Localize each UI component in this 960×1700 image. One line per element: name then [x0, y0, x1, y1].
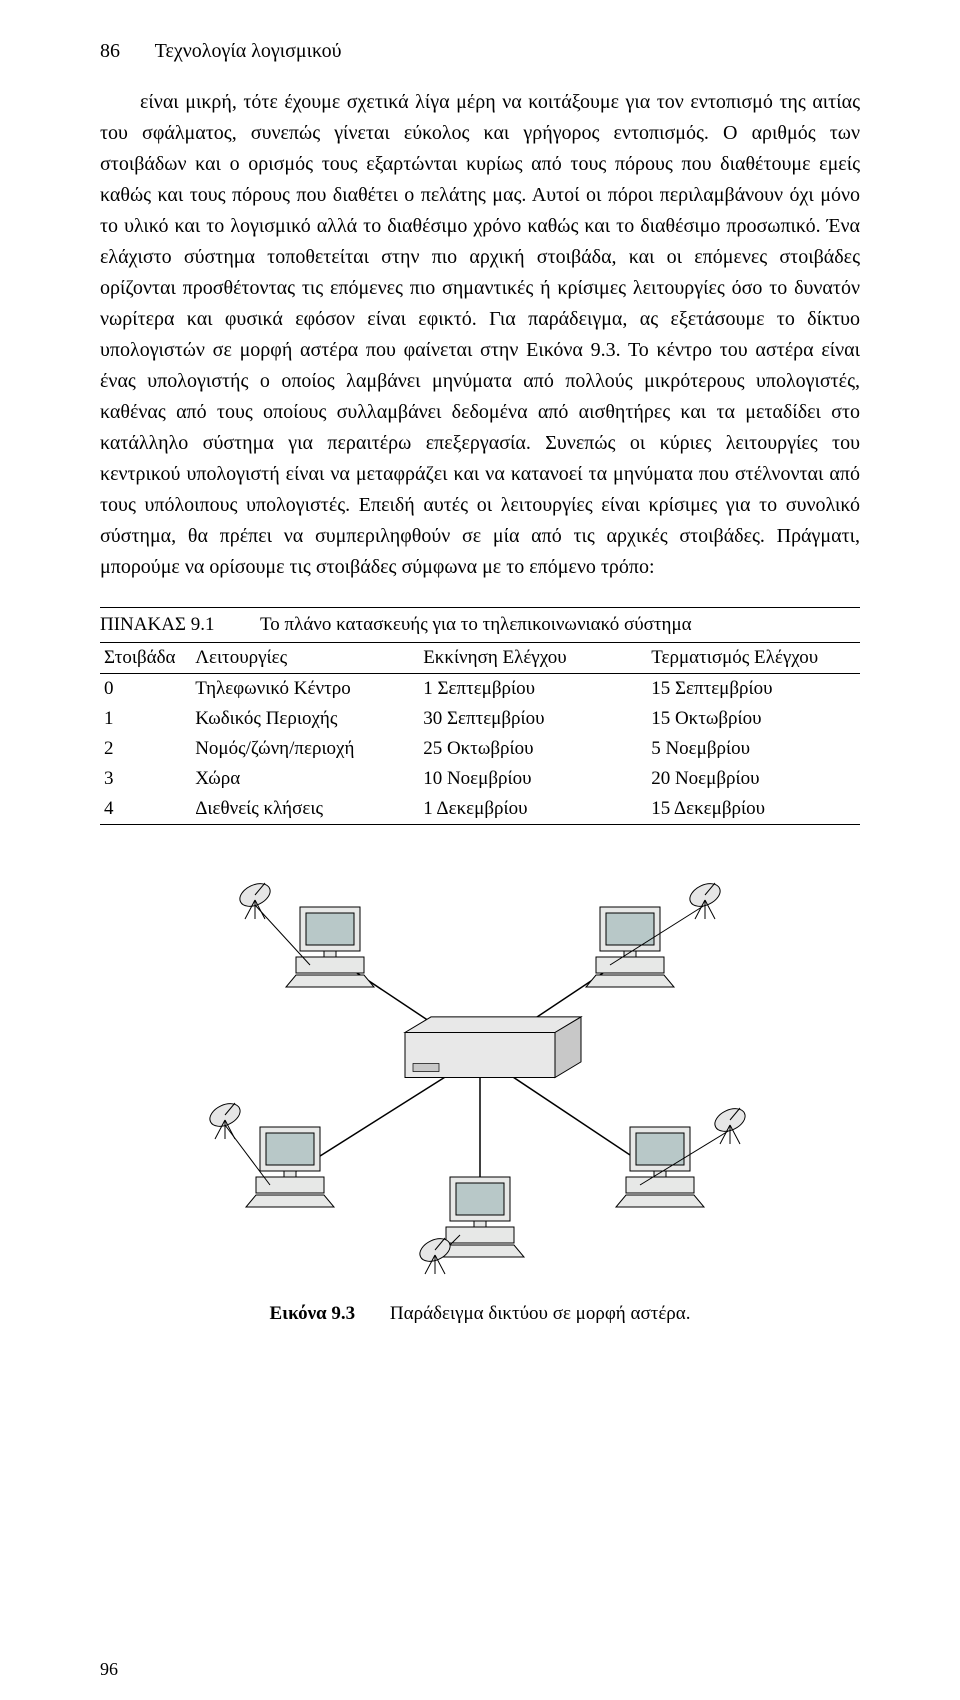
table-cell: 25 Οκτωβρίου	[419, 734, 647, 764]
table-9-1: ΠΙΝΑΚΑΣ 9.1 Το πλάνο κατασκευής για το τ…	[100, 607, 860, 825]
table-cell: 1 Δεκεμβρίου	[419, 794, 647, 825]
table-cell: 2	[100, 734, 191, 764]
col-header: Στοιβάδα	[100, 643, 191, 674]
table-cell: Διεθνείς κλήσεις	[191, 794, 419, 825]
col-header: Λειτουργίες	[191, 643, 419, 674]
page-number-bottom: 96	[100, 1659, 118, 1680]
table-cell: Κωδικός Περιοχής	[191, 704, 419, 734]
table-cell: 30 Σεπτεμβρίου	[419, 704, 647, 734]
figure-caption-text: Παράδειγμα δικτύου σε μορφή αστέρα.	[390, 1303, 691, 1324]
table-cell: Νομός/ζώνη/περιοχή	[191, 734, 419, 764]
table-cell: 20 Νοεμβρίου	[647, 764, 860, 794]
table-cell: 1	[100, 704, 191, 734]
table-header-row: Στοιβάδα Λειτουργίες Εκκίνηση Ελέγχου Τε…	[100, 643, 860, 674]
table-cell: 4	[100, 794, 191, 825]
table-cell: 3	[100, 764, 191, 794]
table-row: 1Κωδικός Περιοχής30 Σεπτεμβρίου15 Οκτωβρ…	[100, 704, 860, 734]
table-cell: 0	[100, 674, 191, 705]
network-star-diagram	[200, 855, 760, 1285]
col-header: Τερματισμός Ελέγχου	[647, 643, 860, 674]
col-header: Εκκίνηση Ελέγχου	[419, 643, 647, 674]
table-cell: 1 Σεπτεμβρίου	[419, 674, 647, 705]
table-caption-row: ΠΙΝΑΚΑΣ 9.1 Το πλάνο κατασκευής για το τ…	[100, 607, 860, 643]
table-cell: 15 Σεπτεμβρίου	[647, 674, 860, 705]
table-caption-label: ΠΙΝΑΚΑΣ 9.1	[100, 614, 230, 636]
running-header: 86 Τεχνολογία λογισμικού	[100, 40, 860, 63]
page-number-top: 86	[100, 40, 150, 63]
table-cell: 15 Οκτωβρίου	[647, 704, 860, 734]
running-head: Τεχνολογία λογισμικού	[155, 40, 342, 62]
table-cell: 5 Νοεμβρίου	[647, 734, 860, 764]
table-row: 4Διεθνείς κλήσεις1 Δεκεμβρίου15 Δεκεμβρί…	[100, 794, 860, 825]
body-paragraph: είναι μικρή, τότε έχουμε σχετικά λίγα μέ…	[100, 87, 860, 583]
table-row: 0Τηλεφωνικό Κέντρο1 Σεπτεμβρίου15 Σεπτεμ…	[100, 674, 860, 705]
table-cell: Χώρα	[191, 764, 419, 794]
figure-label: Εικόνα 9.3	[270, 1303, 356, 1324]
table-cell: 10 Νοεμβρίου	[419, 764, 647, 794]
table-cell: Τηλεφωνικό Κέντρο	[191, 674, 419, 705]
table-row: 2Νομός/ζώνη/περιοχή25 Οκτωβρίου5 Νοεμβρί…	[100, 734, 860, 764]
data-table: Στοιβάδα Λειτουργίες Εκκίνηση Ελέγχου Τε…	[100, 643, 860, 825]
figure-9-3: Εικόνα 9.3 Παράδειγμα δικτύου σε μορφή α…	[100, 855, 860, 1325]
table-row: 3Χώρα10 Νοεμβρίου20 Νοεμβρίου	[100, 764, 860, 794]
table-caption-text: Το πλάνο κατασκευής για το τηλεπικοινωνι…	[260, 614, 692, 636]
table-cell: 15 Δεκεμβρίου	[647, 794, 860, 825]
figure-caption: Εικόνα 9.3 Παράδειγμα δικτύου σε μορφή α…	[100, 1303, 860, 1325]
